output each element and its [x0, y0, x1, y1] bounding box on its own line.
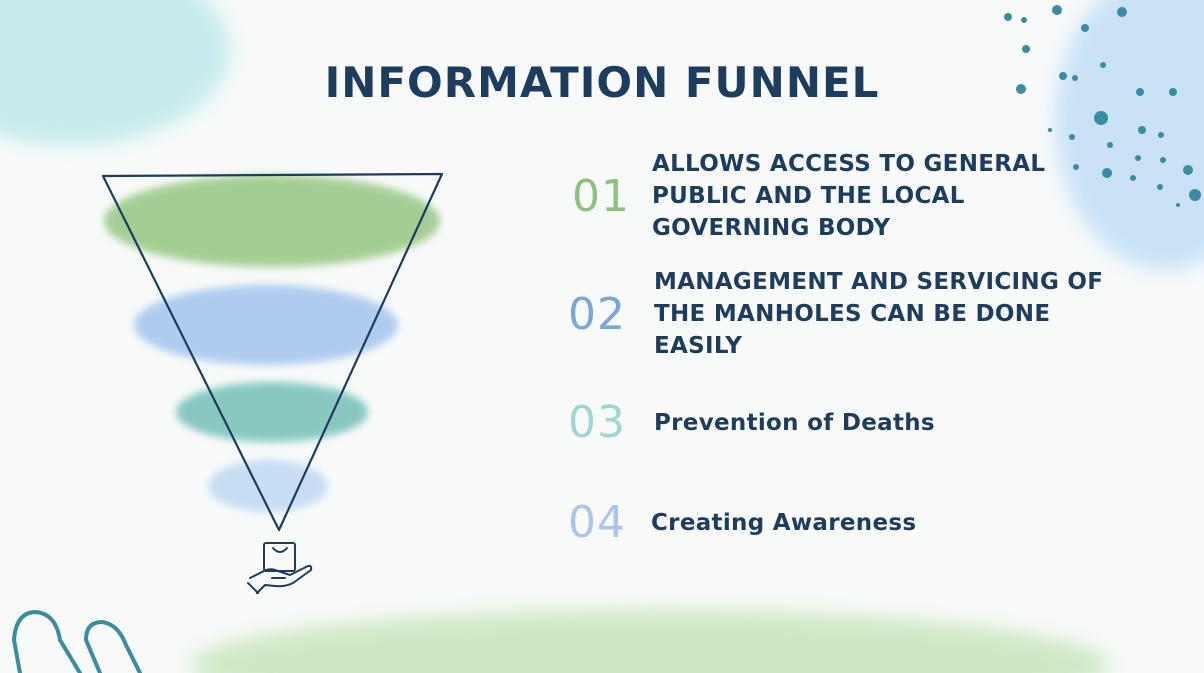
funnel-band-blue: [134, 285, 398, 365]
watercolor-wash-top-right: [1055, 0, 1204, 270]
funnel-item-02: 02 MANAGEMENT AND SERVICING OF THE MANHO…: [568, 266, 1104, 362]
item-number: 01: [572, 170, 630, 222]
item-text: Prevention of Deaths: [654, 409, 935, 436]
funnel-band-green: [104, 175, 440, 267]
funnel-band-teal: [176, 382, 368, 442]
item-number: 04: [568, 497, 626, 548]
funnel-item-04: 04 Creating Awareness: [568, 497, 916, 548]
item-text: MANAGEMENT AND SERVICING OF THE MANHOLES…: [654, 269, 1104, 359]
item-number: 02: [568, 288, 626, 340]
funnel-item-03: 03 Prevention of Deaths: [568, 397, 935, 448]
item-number: 03: [568, 397, 626, 448]
watercolor-wash-bottom: [190, 610, 1110, 673]
funnel-outline: [101, 172, 444, 532]
funnel-bands: [104, 175, 440, 512]
funnel-item-01: 01 ALLOWS ACCESS TO GENERAL PUBLIC AND T…: [572, 148, 1052, 244]
item-text: ALLOWS ACCESS TO GENERAL PUBLIC AND THE …: [652, 151, 1046, 241]
slide-title: INFORMATION FUNNEL: [324, 58, 880, 107]
hand-holding-bag-icon: [247, 542, 313, 594]
loop-strokes: [11, 609, 142, 673]
item-text: Creating Awareness: [651, 509, 917, 536]
watercolor-wash-top-left: [0, 0, 230, 145]
funnel-band-lightblue: [208, 460, 328, 512]
dot-splash: [1004, 5, 1201, 207]
